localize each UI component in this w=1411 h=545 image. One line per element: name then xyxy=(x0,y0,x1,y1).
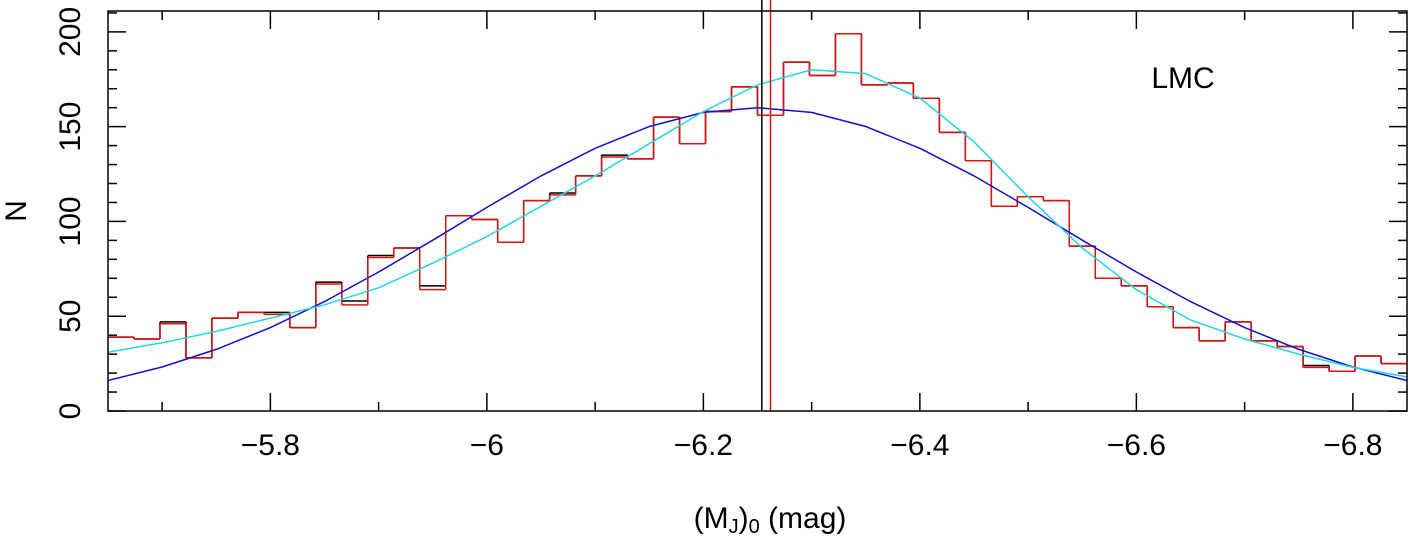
y-tick-label: 50 xyxy=(54,300,87,333)
y-tick-label: 0 xyxy=(54,403,87,420)
x-label-part: 0 xyxy=(749,516,760,538)
y-axis-label: N xyxy=(0,200,33,222)
x-tick-label: −6 xyxy=(470,429,504,462)
fit-curve xyxy=(107,69,1408,378)
y-tick-label: 200 xyxy=(54,7,87,57)
x-tick-label: −6.8 xyxy=(1323,429,1382,462)
x-label-part: (M xyxy=(694,502,729,535)
fit-curve xyxy=(107,106,1408,382)
plot-frame xyxy=(107,10,1408,412)
annotation: LMC xyxy=(1151,62,1214,95)
x-label-part: ) xyxy=(739,502,749,535)
x-axis-label: (MJ)0 (mag) xyxy=(694,502,847,538)
x-tick-label: −6.6 xyxy=(1107,429,1166,462)
x-label-part: J xyxy=(729,516,739,538)
x-label-part: (mag) xyxy=(760,502,847,535)
x-tick-label: −6.2 xyxy=(674,429,733,462)
y-tick-label: 100 xyxy=(54,196,87,246)
x-tick-label: −6.4 xyxy=(890,429,949,462)
y-tick-label: 150 xyxy=(54,102,87,152)
x-tick-label: −5.8 xyxy=(241,429,300,462)
